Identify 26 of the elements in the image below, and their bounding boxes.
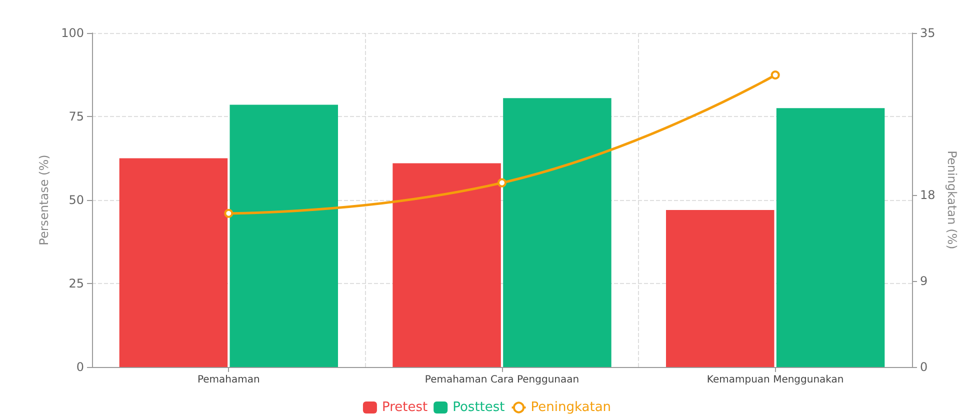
x-tick-label: Pemahaman [197,374,260,386]
y-axis-title: Persentase (%) [37,154,52,246]
bar [392,163,501,367]
y-tick-label: 75 [68,110,84,124]
y-tick-label: 25 [68,276,84,290]
legend-label: Pretest [382,400,428,415]
y2-tick-label: 35 [920,26,936,40]
y-tick-label: 100 [61,26,84,40]
y-tick-label: 0 [76,360,84,374]
legend-label: Posttest [452,400,505,415]
bar [230,104,338,367]
bar [666,210,774,367]
point [224,208,234,218]
legend-label: Peningkatan [530,400,612,415]
y2-tick-label: 9 [920,274,928,288]
point [770,70,780,80]
y2-tick-label: 0 [920,360,928,374]
y-tick-label: 50 [68,193,84,207]
point [498,178,506,188]
bar [119,158,228,367]
bar [503,98,612,367]
y2-tick-label: 18 [920,188,936,202]
bar [776,108,885,367]
y2-axis-title: Peningkatan (%) [945,150,960,250]
x-tick-label: Kemampuan Menggunakan [706,374,844,386]
x-tick-label: Pemahaman Cara Penggunaan [424,374,580,386]
